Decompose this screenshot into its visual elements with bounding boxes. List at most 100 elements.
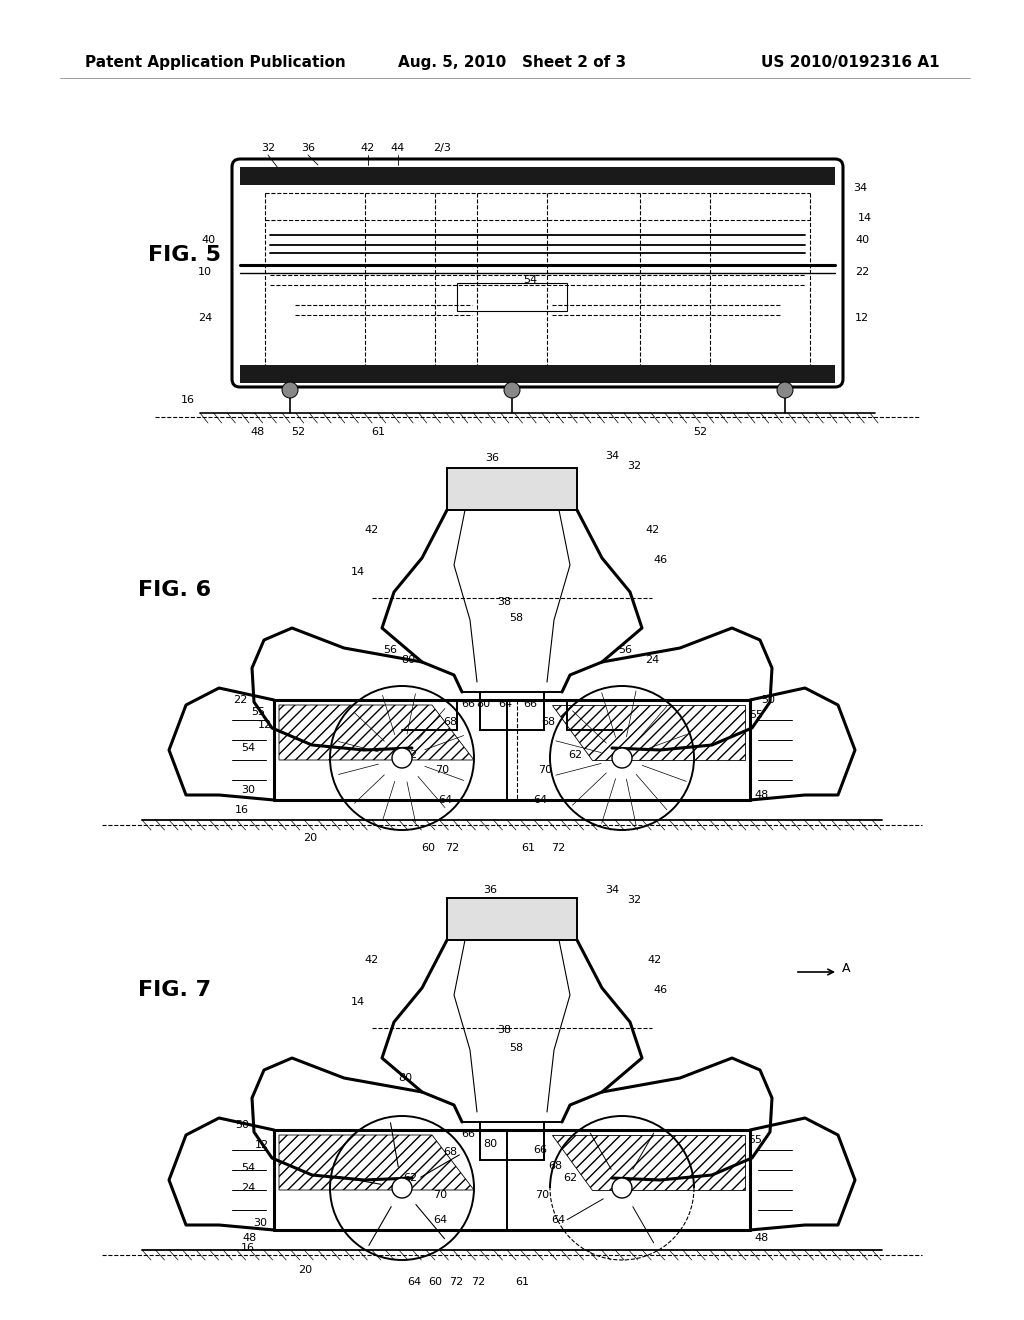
Text: 24: 24 bbox=[645, 655, 659, 665]
Text: 44: 44 bbox=[391, 143, 406, 153]
Text: 68: 68 bbox=[541, 717, 555, 727]
Text: 68: 68 bbox=[443, 717, 457, 727]
Text: 34: 34 bbox=[853, 183, 867, 193]
Text: FIG. 6: FIG. 6 bbox=[138, 579, 211, 601]
Text: 38: 38 bbox=[497, 1026, 511, 1035]
Text: 30: 30 bbox=[253, 1218, 267, 1228]
Text: 70: 70 bbox=[538, 766, 552, 775]
Text: 64: 64 bbox=[551, 1214, 565, 1225]
Text: FIG. 7: FIG. 7 bbox=[138, 979, 211, 1001]
Text: 72: 72 bbox=[551, 843, 565, 853]
Text: 2/3: 2/3 bbox=[433, 143, 451, 153]
Text: 52: 52 bbox=[693, 426, 707, 437]
Text: 40: 40 bbox=[461, 903, 475, 913]
Text: 20: 20 bbox=[298, 1265, 312, 1275]
Circle shape bbox=[777, 381, 793, 399]
Bar bbox=[447, 898, 577, 940]
Text: 54: 54 bbox=[523, 275, 537, 285]
Text: 40: 40 bbox=[201, 235, 215, 246]
Text: 20: 20 bbox=[303, 833, 317, 843]
Text: 46: 46 bbox=[653, 985, 667, 995]
Text: 22: 22 bbox=[855, 267, 869, 277]
Text: 70: 70 bbox=[535, 1191, 549, 1200]
Text: 62: 62 bbox=[568, 750, 582, 760]
Text: 58: 58 bbox=[509, 1043, 523, 1053]
Text: 66: 66 bbox=[461, 700, 475, 709]
Text: 36: 36 bbox=[483, 884, 497, 895]
Text: 48: 48 bbox=[243, 1233, 257, 1243]
Text: 61: 61 bbox=[515, 1276, 529, 1287]
Text: 42: 42 bbox=[365, 954, 379, 965]
Text: 40: 40 bbox=[855, 235, 869, 246]
Text: 14: 14 bbox=[351, 997, 366, 1007]
Text: 36: 36 bbox=[301, 143, 315, 153]
Text: 36: 36 bbox=[485, 453, 499, 463]
Text: 42: 42 bbox=[648, 954, 663, 965]
Text: 68: 68 bbox=[443, 1147, 457, 1158]
Text: 52: 52 bbox=[291, 426, 305, 437]
Text: 58: 58 bbox=[509, 612, 523, 623]
Text: 80: 80 bbox=[401, 655, 415, 665]
Text: 22: 22 bbox=[232, 696, 247, 705]
Text: 62: 62 bbox=[563, 1173, 578, 1183]
Text: 62: 62 bbox=[402, 1173, 417, 1183]
Text: 16: 16 bbox=[181, 395, 195, 405]
Text: 61: 61 bbox=[371, 426, 385, 437]
Circle shape bbox=[504, 381, 520, 399]
Text: 14: 14 bbox=[858, 213, 872, 223]
Text: 32: 32 bbox=[627, 461, 641, 471]
Text: A: A bbox=[842, 962, 851, 975]
Bar bbox=[457, 282, 567, 312]
Text: 64: 64 bbox=[433, 1214, 447, 1225]
Text: 46: 46 bbox=[653, 554, 667, 565]
Text: 64: 64 bbox=[438, 795, 452, 805]
Text: 64: 64 bbox=[498, 700, 512, 709]
Bar bbox=[240, 168, 835, 185]
Text: 38: 38 bbox=[497, 597, 511, 607]
Text: 70: 70 bbox=[435, 766, 450, 775]
Text: 48: 48 bbox=[251, 426, 265, 437]
Text: 24: 24 bbox=[241, 1183, 255, 1193]
Text: 48: 48 bbox=[755, 1233, 769, 1243]
Text: 48: 48 bbox=[755, 789, 769, 800]
Bar bbox=[240, 366, 835, 383]
Text: 40: 40 bbox=[463, 473, 477, 483]
Text: 55: 55 bbox=[748, 1135, 762, 1144]
Text: 72: 72 bbox=[444, 843, 459, 853]
Text: 80: 80 bbox=[483, 1139, 497, 1148]
Text: 56: 56 bbox=[383, 645, 397, 655]
Text: 54: 54 bbox=[241, 743, 255, 752]
Text: 70: 70 bbox=[433, 1191, 447, 1200]
Circle shape bbox=[612, 1177, 632, 1199]
Text: 64: 64 bbox=[532, 795, 547, 805]
Text: 60: 60 bbox=[428, 1276, 442, 1287]
Bar bbox=[447, 469, 577, 510]
Text: 60: 60 bbox=[421, 843, 435, 853]
Text: 12: 12 bbox=[258, 719, 272, 730]
Text: 30: 30 bbox=[241, 785, 255, 795]
Text: 12: 12 bbox=[255, 1140, 269, 1150]
Text: 32: 32 bbox=[627, 895, 641, 906]
Text: 66: 66 bbox=[534, 1144, 547, 1155]
Text: 55: 55 bbox=[251, 708, 265, 717]
Text: 68: 68 bbox=[548, 1162, 562, 1171]
Circle shape bbox=[392, 748, 412, 768]
Text: 80: 80 bbox=[398, 1073, 412, 1082]
Text: Patent Application Publication: Patent Application Publication bbox=[85, 54, 346, 70]
Text: 10: 10 bbox=[198, 267, 212, 277]
Text: 50: 50 bbox=[761, 696, 775, 705]
Text: 50: 50 bbox=[234, 1119, 249, 1130]
Text: 34: 34 bbox=[605, 451, 620, 461]
Text: 64: 64 bbox=[407, 1276, 421, 1287]
Text: 42: 42 bbox=[365, 525, 379, 535]
Text: 62: 62 bbox=[402, 750, 417, 760]
Text: 14: 14 bbox=[351, 568, 366, 577]
Text: 72: 72 bbox=[449, 1276, 463, 1287]
Text: 42: 42 bbox=[646, 525, 660, 535]
Text: 61: 61 bbox=[521, 843, 535, 853]
Text: 42: 42 bbox=[360, 143, 375, 153]
Text: 16: 16 bbox=[241, 1243, 255, 1253]
Text: 80: 80 bbox=[476, 700, 490, 709]
Circle shape bbox=[612, 748, 632, 768]
Text: 56: 56 bbox=[618, 645, 632, 655]
